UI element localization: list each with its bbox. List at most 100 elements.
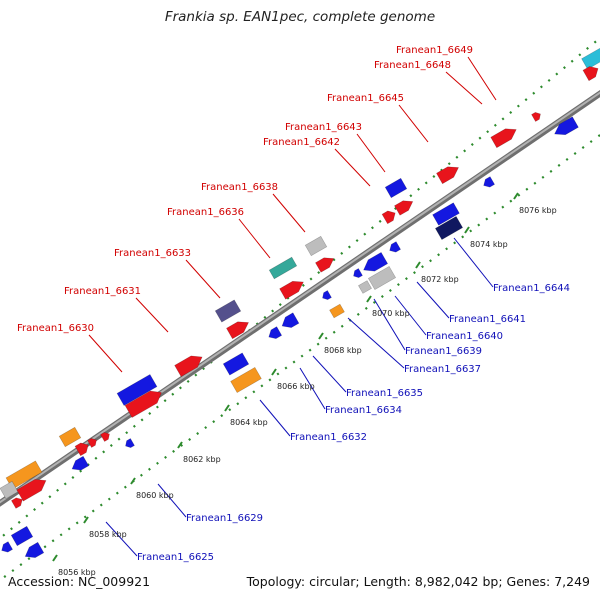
gene-arrow[interactable] xyxy=(11,496,24,509)
scale-tick-label: 8058 kbp xyxy=(89,530,127,539)
gene-arrow[interactable] xyxy=(432,202,460,226)
gene-label-franean1-6638[interactable]: Franean1_6638 xyxy=(201,182,278,193)
gene-arrow[interactable] xyxy=(360,251,389,275)
leader-line xyxy=(467,56,497,101)
gene-arrow[interactable] xyxy=(226,317,251,340)
gene-arrow[interactable] xyxy=(358,280,372,294)
gene-arrow[interactable] xyxy=(436,162,461,185)
gene-label-franean1-6648[interactable]: Franean1_6648 xyxy=(374,60,451,71)
gene-label-franean1-6634[interactable]: Franean1_6634 xyxy=(325,405,402,416)
gene-arrow[interactable] xyxy=(69,455,90,474)
gene-label-franean1-6639[interactable]: Franean1_6639 xyxy=(405,346,482,357)
gene-label-franean1-6631[interactable]: Franean1_6631 xyxy=(64,286,141,297)
leader-line xyxy=(347,317,405,369)
scale-tick-label: 8066 kbp xyxy=(277,382,315,391)
gene-arrow[interactable] xyxy=(434,215,464,241)
gene-arrow[interactable] xyxy=(22,541,45,561)
gene-label-franean1-6643[interactable]: Franean1_6643 xyxy=(285,122,362,133)
scale-tick-label: 8056 kbp xyxy=(58,568,96,577)
gene-label-franean1-6645[interactable]: Franean1_6645 xyxy=(327,93,404,104)
gene-arrow[interactable] xyxy=(367,265,397,291)
gene-label-franean1-6642[interactable]: Franean1_6642 xyxy=(263,137,340,148)
gene-arrow[interactable] xyxy=(58,426,82,448)
gene-arrow[interactable] xyxy=(266,326,283,342)
gene-arrow[interactable] xyxy=(74,440,91,457)
gene-arrow[interactable] xyxy=(381,208,398,225)
scale-tick-mark xyxy=(464,226,470,234)
gene-arrow[interactable] xyxy=(0,541,13,555)
gene-arrow[interactable] xyxy=(304,235,328,257)
scale-tick-mark xyxy=(415,261,421,269)
gene-label-franean1-6636[interactable]: Franean1_6636 xyxy=(167,207,244,218)
leader-line xyxy=(373,298,406,351)
gene-arrow[interactable] xyxy=(87,437,99,448)
gene-labels[interactable]: Franean1_6649 Franean1_6648 Franean1_6645 F… xyxy=(17,45,570,563)
gene-arrow[interactable] xyxy=(321,290,332,302)
gene-label-franean1-6640[interactable]: Franean1_6640 xyxy=(426,331,503,342)
gene-arrow[interactable] xyxy=(581,46,600,70)
gene-arrow[interactable] xyxy=(387,241,401,255)
gene-arrow[interactable] xyxy=(279,312,300,331)
scale-tick-mark xyxy=(83,516,89,524)
scale-tick-mark xyxy=(224,404,230,412)
scale-tick-mark xyxy=(318,332,324,340)
scale-tick-label: 8064 kbp xyxy=(230,418,268,427)
gene-arrow[interactable] xyxy=(490,124,520,149)
gene-arrow[interactable] xyxy=(230,366,262,394)
scale-ticks: 8056 kbp 8058 kbp 8060 kbp 8062 kbp 8064 kbp… xyxy=(52,192,557,577)
leader-line xyxy=(88,334,123,373)
gene-label-franean1-6633[interactable]: Franean1_6633 xyxy=(114,248,191,259)
gene-label-franean1-6630[interactable]: Franean1_6630 xyxy=(17,323,94,334)
backbone-highlight xyxy=(0,91,600,504)
gene-arrow[interactable] xyxy=(100,431,112,442)
gene-arrow[interactable] xyxy=(352,268,363,280)
leader-line xyxy=(259,399,291,437)
map-title: Frankia sp. EAN1pec, complete genome xyxy=(164,9,436,25)
gene-label-franean1-6644[interactable]: Franean1_6644 xyxy=(493,283,570,294)
scale-tick-mark xyxy=(271,368,277,376)
gene-arrow[interactable] xyxy=(10,525,34,547)
gene-label-franean1-6625[interactable]: Franean1_6625 xyxy=(137,552,214,563)
gene-arrow[interactable] xyxy=(315,254,336,273)
gene-label-franean1-6632[interactable]: Franean1_6632 xyxy=(290,432,367,443)
gene-arrow[interactable] xyxy=(329,303,345,319)
leader-line xyxy=(185,259,221,299)
gene-arrow[interactable] xyxy=(124,438,135,450)
gene-arrow[interactable] xyxy=(552,116,579,139)
leader-line xyxy=(272,193,306,233)
gene-arrow[interactable] xyxy=(582,63,600,82)
genome-backbone xyxy=(0,90,600,507)
gene-arrow[interactable] xyxy=(384,177,408,199)
scale-tick-mark xyxy=(130,477,136,485)
gene-label-franean1-6649[interactable]: Franean1_6649 xyxy=(396,45,473,56)
gene-arrow[interactable] xyxy=(222,352,250,376)
gene-arrow[interactable] xyxy=(531,111,543,122)
scale-tick-mark xyxy=(366,295,372,303)
gene-label-franean1-6637[interactable]: Franean1_6637 xyxy=(404,364,481,375)
leader-line xyxy=(312,355,347,393)
gene-arrow[interactable] xyxy=(124,386,165,418)
leader-line xyxy=(356,133,386,173)
gene-features[interactable] xyxy=(0,46,600,562)
gene-arrow[interactable] xyxy=(174,351,206,378)
gene-label-franean1-6641[interactable]: Franean1_6641 xyxy=(449,314,526,325)
gene-label-franean1-6629[interactable]: Franean1_6629 xyxy=(186,513,263,524)
gene-arrow[interactable] xyxy=(214,299,242,323)
label-leader-lines xyxy=(88,56,497,557)
dotted-guide-line xyxy=(0,134,600,582)
scale-tick-mark xyxy=(177,441,183,449)
gene-arrow[interactable] xyxy=(16,475,49,502)
scale-tick-label: 8076 kbp xyxy=(519,206,557,215)
scale-tick-label: 8070 kbp xyxy=(372,309,410,318)
gene-arrow[interactable] xyxy=(116,374,158,406)
gene-label-franean1-6635[interactable]: Franean1_6635 xyxy=(346,388,423,399)
genome-summary-text: Topology: circular; Length: 8,982,042 bp… xyxy=(246,574,590,589)
gene-arrow[interactable] xyxy=(268,256,298,280)
scale-tick-mark xyxy=(513,192,519,200)
leader-line xyxy=(105,521,138,557)
gene-arrow[interactable] xyxy=(279,277,307,300)
gene-arrow[interactable] xyxy=(481,176,495,190)
scale-tick-label: 8072 kbp xyxy=(421,275,459,284)
gene-arrow[interactable] xyxy=(394,197,415,216)
